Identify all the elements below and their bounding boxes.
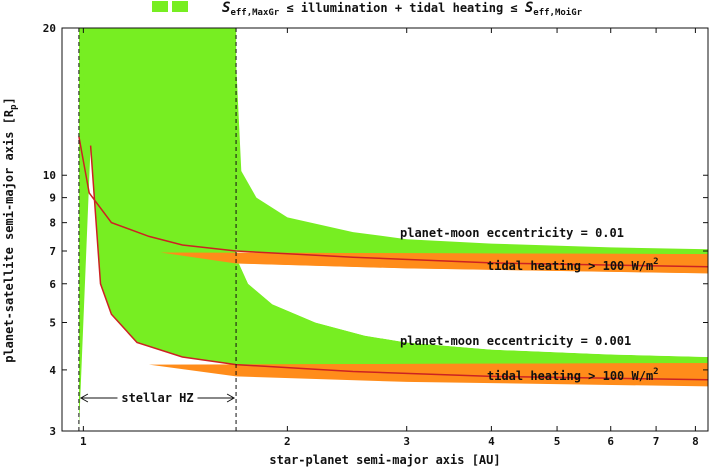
x-tick-label: 2 [284, 435, 291, 448]
legend-label: Seff,MaxGr ≤ illumination + tidal heatin… [222, 0, 583, 18]
mask-between-series [236, 257, 708, 357]
y-axis-label: planet-satellite semi-major axis [Rp] [2, 97, 19, 363]
annotation-tidal-heating-1: tidal heating > 100 W/m2 [487, 257, 659, 273]
hz-label-background [117, 390, 198, 406]
y-tick-label: 9 [49, 192, 56, 205]
legend-swatch [172, 1, 188, 12]
x-tick-label: 8 [692, 435, 699, 448]
y-tick-label: 6 [49, 278, 56, 291]
x-tick-label: 5 [554, 435, 561, 448]
x-tick-label: 7 [653, 435, 660, 448]
y-tick-label: 10 [43, 169, 56, 182]
plot-frame [61, 27, 709, 432]
hz-label: stellar HZ [121, 391, 193, 405]
hz-above-curve [78, 28, 237, 365]
plot-lines [78, 136, 709, 381]
y-tick-label: 5 [49, 316, 56, 329]
legend-swatch [152, 1, 168, 12]
boundary-curve-1 [89, 145, 709, 381]
x-tick-label: 4 [488, 435, 495, 448]
y-tick-label: 4 [49, 364, 56, 377]
annotation-tidal-heating-2: tidal heating > 100 W/m2 [487, 367, 659, 383]
mask-left [62, 28, 79, 431]
boundary-curve-0 [78, 136, 709, 268]
axis-ticks: 1 2 3 4 5 6 7 8 3 4 5 6 7 8 9 10 20 [43, 22, 708, 448]
y-tick-label: 20 [43, 22, 56, 35]
habitable-region-1 [236, 257, 708, 380]
x-axis-label: star-planet semi-major axis [AU] [269, 453, 500, 467]
annotation-eccentricity-0.01: planet-moon eccentricity = 0.01 [400, 226, 624, 240]
hz-arrowhead-left [79, 393, 89, 403]
x-tick-label: 6 [607, 435, 614, 448]
x-tick-label: 3 [403, 435, 410, 448]
stellar-hz-marker: stellar HZ [78, 28, 237, 431]
hz-arrowhead-right [226, 393, 236, 403]
x-tick-label: 1 [80, 435, 87, 448]
habitable-region-0 [236, 62, 708, 267]
y-tick-label: 3 [49, 425, 56, 438]
y-tick-label: 8 [49, 217, 56, 230]
annotation-eccentricity-0.001: planet-moon eccentricity = 0.001 [400, 334, 631, 348]
legend: Seff,MaxGr ≤ illumination + tidal heatin… [152, 0, 583, 18]
tidal-band-top-0 [160, 252, 709, 274]
y-tick-label: 7 [49, 245, 56, 258]
